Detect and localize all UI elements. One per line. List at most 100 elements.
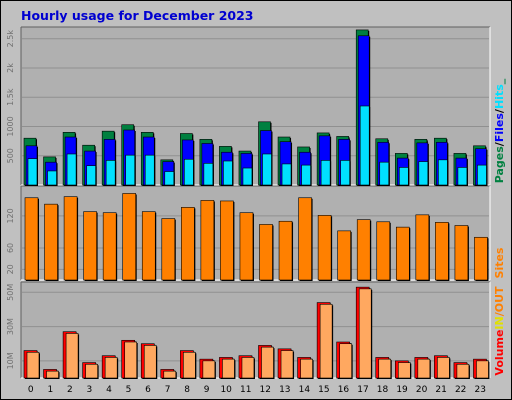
volume-out-bar [65, 333, 79, 379]
y-tick-label: 30M [6, 318, 15, 335]
volume-out-bar [143, 345, 157, 379]
sites-bar [122, 193, 137, 281]
y-tick-label: 50M [6, 284, 15, 301]
x-tick-label: 10 [220, 385, 232, 395]
volume-out-bar [222, 358, 235, 379]
legend-item: Volume [493, 330, 506, 376]
x-tick-label: 18 [377, 385, 389, 395]
volume-out-bar [456, 363, 470, 379]
sites-bar [259, 224, 273, 281]
hits-bar [66, 153, 77, 186]
x-tick-label: 1 [47, 385, 53, 395]
hits-bar [281, 163, 292, 186]
volume-out-bar [85, 363, 98, 379]
legend-item: Files [493, 113, 506, 143]
sites-bar [376, 221, 391, 281]
hits-bar [125, 154, 136, 186]
volume-out-bar [339, 343, 352, 379]
hits-bar [398, 167, 409, 186]
volume-out-bar [104, 357, 118, 379]
x-tick-label: 2 [67, 385, 73, 395]
sites-bar [239, 212, 254, 281]
x-tick-label: 20 [416, 385, 428, 395]
y-tick-label: 60 [6, 243, 15, 253]
sites-bar [220, 200, 234, 281]
hits-bar [203, 163, 214, 186]
legend-item: Hits [493, 84, 506, 109]
volume-out-bar [319, 303, 333, 379]
volume-out-bar [46, 370, 59, 379]
x-tick-label: 7 [165, 385, 171, 395]
hits-bar [418, 161, 429, 186]
hits-bar [164, 171, 175, 186]
volume-out-bar [183, 351, 196, 379]
hits-bar [144, 154, 155, 186]
y-tick-label: 500 [6, 148, 15, 163]
sites-bar [200, 200, 215, 281]
sites-bar [356, 219, 371, 281]
sites-bar [337, 230, 351, 281]
y-tick-label: 2.5k [6, 30, 15, 48]
hits-bar [27, 158, 38, 186]
panel-background-0 [21, 27, 490, 185]
y-tick-label: 120 [6, 208, 15, 223]
sites-bar [44, 203, 58, 281]
x-tick-label: 15 [318, 385, 329, 395]
sites-bar [161, 218, 176, 281]
hits-bar [457, 167, 468, 186]
x-tick-label: 19 [396, 385, 408, 395]
volume-out-bar [202, 360, 216, 379]
legend-item: Sites [493, 247, 506, 278]
sites-bar [141, 211, 156, 281]
volume-out-bar [163, 370, 177, 379]
sites-bar [63, 196, 78, 281]
sites-bar [415, 214, 430, 281]
volume-out-bar [261, 346, 274, 379]
x-tick-label: 23 [475, 385, 486, 395]
chart-title: Hourly usage for December 2023 [21, 8, 254, 23]
hits-bar [359, 105, 370, 186]
volume-out-bar [300, 358, 313, 379]
hits-bar [438, 159, 448, 186]
volume-out-bar [476, 360, 489, 379]
hits-bar [477, 164, 487, 186]
x-tick-label: 12 [260, 385, 271, 395]
hits-bar [223, 160, 233, 186]
legend-1: Sites [493, 247, 506, 278]
sites-bar [102, 212, 117, 281]
volume-out-bar [417, 358, 431, 379]
volume-out-bar [358, 288, 372, 379]
sites-bar [317, 215, 332, 281]
volume-out-bar [378, 358, 392, 379]
hits-bar [47, 170, 57, 186]
volume-out-bar [241, 357, 255, 379]
sites-bar [181, 207, 195, 281]
y-tick-label: 1.5k [6, 88, 15, 106]
legend-item: IN [493, 316, 506, 329]
sites-bar [24, 197, 39, 281]
legend-0: Pages/Files/Hits_ [493, 78, 506, 183]
x-tick-label: 8 [184, 385, 190, 395]
x-tick-label: 14 [299, 385, 311, 395]
sites-bar [278, 220, 293, 281]
x-tick-label: 13 [279, 385, 290, 395]
hits-bar [301, 164, 311, 186]
hits-bar [340, 160, 350, 186]
hits-bar [242, 167, 253, 186]
hits-bar [379, 161, 390, 186]
legend-item: / [493, 311, 506, 316]
x-tick-label: 11 [240, 385, 251, 395]
x-tick-label: 16 [338, 385, 350, 395]
volume-out-bar [280, 350, 294, 379]
sites-bar [83, 211, 97, 281]
x-tick-label: 17 [357, 385, 368, 395]
hits-bar [184, 158, 194, 186]
x-tick-label: 9 [204, 385, 210, 395]
volume-out-bar [397, 362, 411, 379]
x-tick-label: 5 [126, 385, 132, 395]
hits-bar [86, 165, 96, 186]
volume-out-bar [26, 351, 40, 379]
legend-item: / [493, 141, 506, 146]
